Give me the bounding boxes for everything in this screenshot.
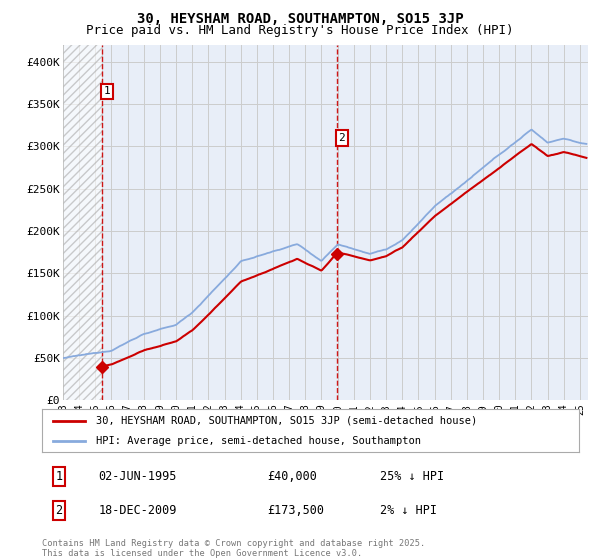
Text: 1: 1: [104, 86, 110, 96]
Text: 30, HEYSHAM ROAD, SOUTHAMPTON, SO15 3JP (semi-detached house): 30, HEYSHAM ROAD, SOUTHAMPTON, SO15 3JP …: [96, 416, 477, 426]
Text: HPI: Average price, semi-detached house, Southampton: HPI: Average price, semi-detached house,…: [96, 436, 421, 446]
Text: Price paid vs. HM Land Registry's House Price Index (HPI): Price paid vs. HM Land Registry's House …: [86, 24, 514, 37]
Text: 02-JUN-1995: 02-JUN-1995: [98, 470, 177, 483]
Text: 1: 1: [55, 470, 62, 483]
Text: £40,000: £40,000: [268, 470, 317, 483]
Text: Contains HM Land Registry data © Crown copyright and database right 2025.
This d: Contains HM Land Registry data © Crown c…: [42, 539, 425, 558]
Text: £173,500: £173,500: [268, 504, 325, 517]
Text: 25% ↓ HPI: 25% ↓ HPI: [380, 470, 445, 483]
Text: 30, HEYSHAM ROAD, SOUTHAMPTON, SO15 3JP: 30, HEYSHAM ROAD, SOUTHAMPTON, SO15 3JP: [137, 12, 463, 26]
Text: 2% ↓ HPI: 2% ↓ HPI: [380, 504, 437, 517]
Text: 2: 2: [55, 504, 62, 517]
Text: 2: 2: [338, 133, 345, 143]
Text: 18-DEC-2009: 18-DEC-2009: [98, 504, 177, 517]
